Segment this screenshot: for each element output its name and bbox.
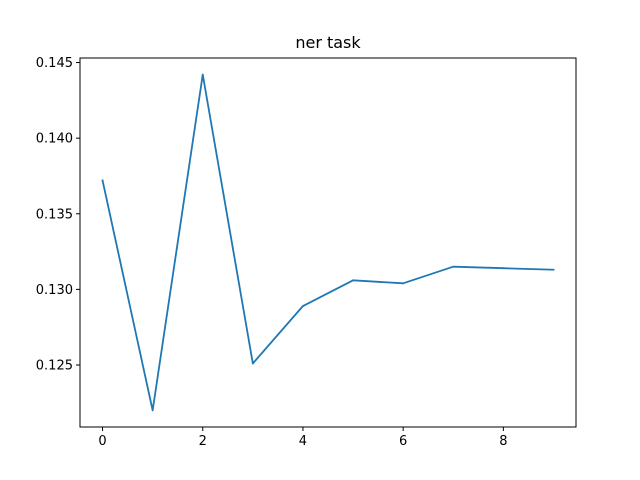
- data-point: [352, 279, 354, 282]
- y-tick-label: 0.125: [36, 358, 73, 373]
- ticks-layer: 0 2 4 6 8 0.125 0.130 0.135 0.140 0.145: [36, 56, 508, 449]
- x-tick-label: 8: [499, 434, 507, 449]
- series-layer: [101, 73, 555, 412]
- data-point: [302, 305, 304, 307]
- data-point: [201, 73, 204, 76]
- data-point: [502, 267, 505, 270]
- y-tick-label: 0.140: [36, 132, 73, 147]
- data-point: [452, 265, 455, 268]
- data-point: [402, 282, 405, 285]
- data-point: [101, 179, 104, 182]
- y-tick-label: 0.130: [36, 283, 73, 298]
- series-line: [101, 73, 555, 412]
- chart-title: ner task: [295, 33, 361, 52]
- data-point: [251, 362, 254, 365]
- y-tick-label: 0.145: [36, 56, 73, 71]
- axes-frame: [79, 57, 577, 428]
- x-tick-label: 6: [399, 434, 407, 449]
- data-point: [151, 409, 154, 412]
- x-tick-label: 0: [98, 434, 106, 449]
- data-point: [552, 268, 555, 271]
- y-tick-label: 0.135: [36, 207, 73, 222]
- x-tick-label: 4: [299, 434, 307, 449]
- x-tick-label: 2: [199, 434, 207, 449]
